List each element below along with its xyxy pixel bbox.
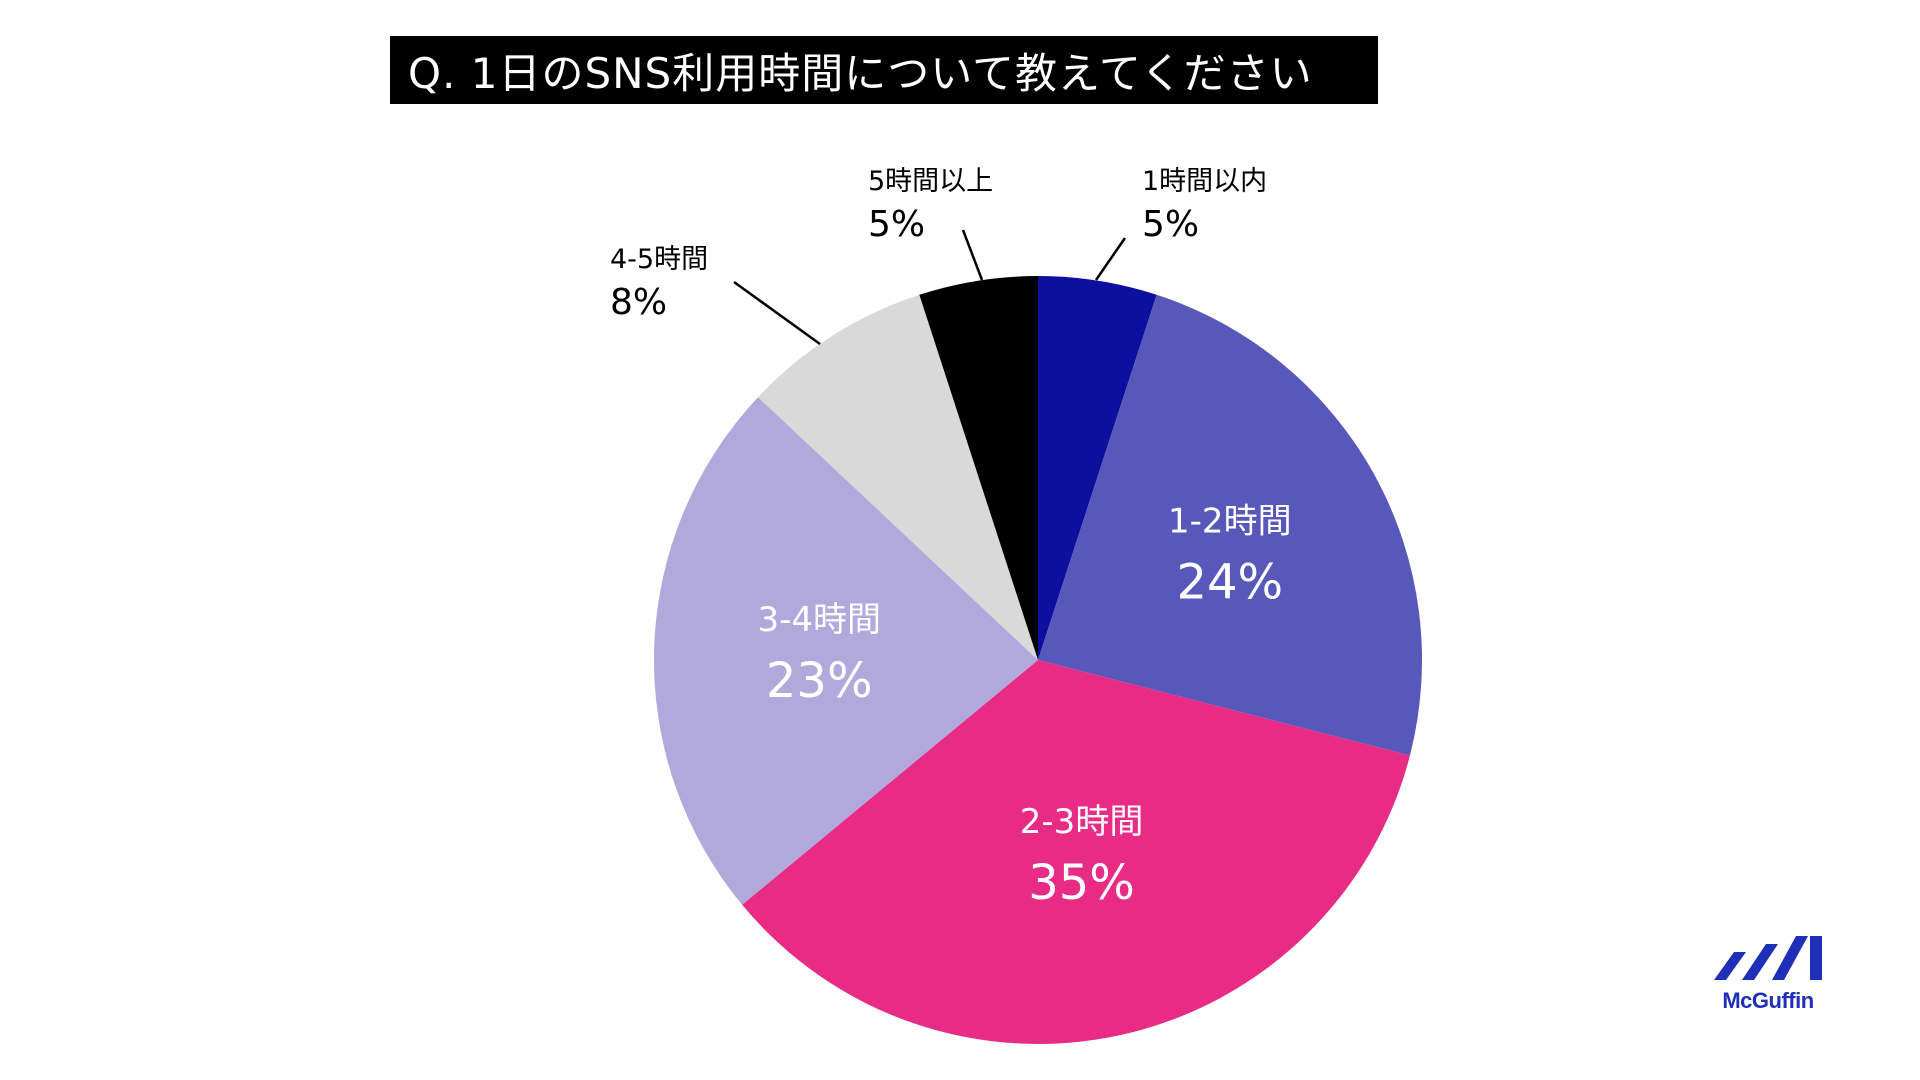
- brand-name: McGuffin: [1722, 988, 1814, 1013]
- slice-category-label: 1-2時間: [1168, 502, 1292, 542]
- slice-category-label: 3-4時間: [757, 600, 881, 640]
- pie-slice-3: [742, 660, 1410, 1044]
- pie-slice-2: [1038, 294, 1422, 756]
- leader-line: [961, 229, 984, 281]
- slice-category-label: 4-5時間: [610, 244, 708, 275]
- slice-category-label: 5時間以上: [868, 166, 993, 197]
- slice-percent-label: 24%: [1176, 555, 1283, 611]
- pie-slice-1: [1038, 276, 1157, 660]
- slice-category-label: 1時間以内: [1142, 166, 1267, 197]
- leader-line: [1094, 237, 1127, 281]
- slice-percent-label: 35%: [1028, 855, 1135, 911]
- leader-line: [733, 280, 821, 346]
- slice-percent-label: 8%: [610, 282, 667, 323]
- chart-title: Q. 1日のSNS利用時間について教えてください: [390, 36, 1378, 104]
- slice-percent-label: 5%: [868, 204, 925, 245]
- slice-percent-label: 5%: [1142, 204, 1199, 245]
- mcguffin-logo-mark-icon: [1714, 936, 1822, 980]
- pie-slice-4: [654, 397, 1038, 905]
- pie-slice-6: [919, 276, 1038, 660]
- slice-category-label: 2-3時間: [1020, 802, 1144, 842]
- pie-slice-5: [758, 294, 1038, 660]
- mcguffin-logo: McGuffin: [1712, 932, 1824, 1022]
- slice-percent-label: 23%: [766, 653, 873, 709]
